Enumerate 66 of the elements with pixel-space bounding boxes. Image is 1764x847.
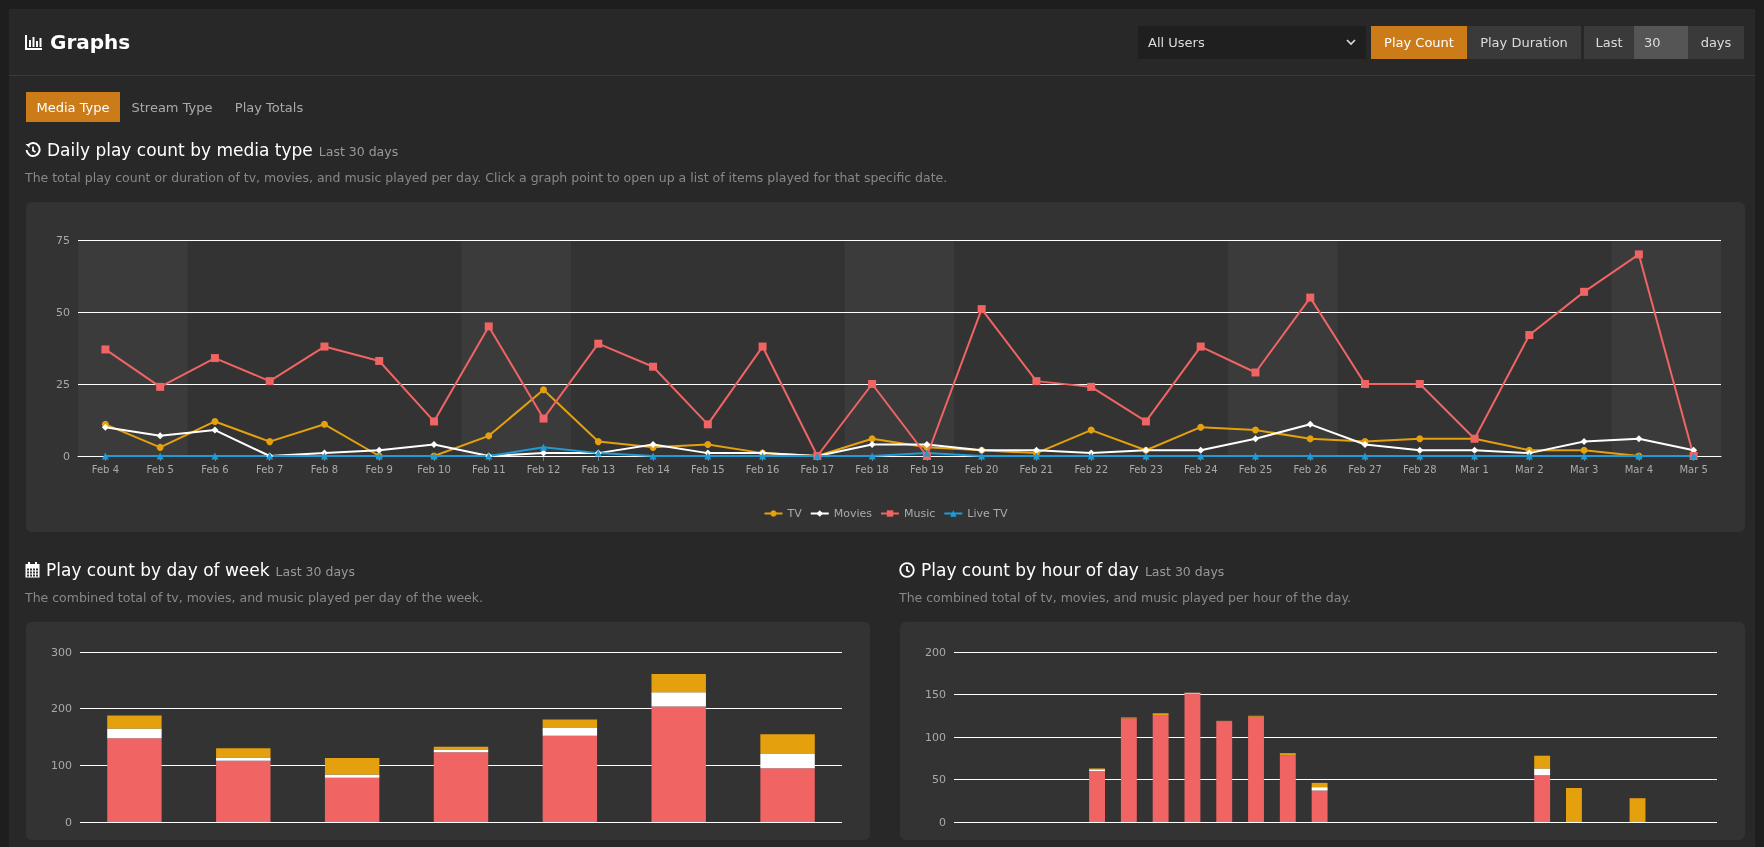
text: Play Duration bbox=[1467, 26, 1581, 59]
y-tick-label: 0 bbox=[939, 815, 946, 829]
text: Play Count bbox=[1371, 26, 1467, 59]
chart-title: Play count by day of week bbox=[46, 560, 270, 580]
text: All Users bbox=[1148, 35, 1205, 50]
text: The combined total of tv, movies, and music played per day of the week. bbox=[25, 590, 484, 605]
y-tick-label: 100 bbox=[51, 758, 72, 772]
y-tick-label: 150 bbox=[925, 688, 946, 701]
text: Stream Type bbox=[130, 98, 214, 117]
legend-label: TV bbox=[786, 507, 803, 520]
text: 30 bbox=[1634, 26, 1688, 59]
x-tick-label: Feb 28 bbox=[1402, 463, 1437, 475]
x-tick-label: Feb 8 bbox=[310, 463, 339, 475]
x-tick-label: Feb 9 bbox=[365, 463, 393, 475]
chart-title: Daily play count by media type bbox=[47, 140, 313, 160]
y-tick-label: 100 bbox=[925, 730, 946, 744]
chart-title: Play count by hour of day bbox=[921, 560, 1139, 580]
text: Media Type bbox=[26, 92, 120, 122]
chart-subtitle: Last 30 days bbox=[1144, 563, 1225, 579]
x-tick-label: Feb 19 bbox=[910, 463, 944, 475]
x-tick-label: Feb 5 bbox=[146, 463, 174, 475]
x-tick-label: Feb 23 bbox=[1129, 463, 1163, 475]
y-tick-label: 75 bbox=[56, 233, 70, 247]
x-tick-label: Feb 10 bbox=[417, 463, 451, 475]
x-tick-label: Feb 6 bbox=[201, 463, 229, 475]
x-tick-label: Feb 17 bbox=[800, 463, 835, 475]
x-tick-label: Feb 16 bbox=[745, 463, 780, 475]
x-tick-label: Mar 2 bbox=[1515, 463, 1544, 475]
x-tick-label: Feb 21 bbox=[1019, 463, 1054, 475]
y-tick-label: 200 bbox=[51, 702, 72, 716]
x-tick-label: Mar 3 bbox=[1569, 463, 1599, 475]
chart-subtitle: Last 30 days bbox=[318, 143, 399, 159]
x-tick-label: Mar 4 bbox=[1624, 463, 1654, 475]
y-tick-label: 300 bbox=[51, 645, 72, 659]
y-tick-label: 0 bbox=[63, 449, 70, 463]
legend-label: Live TV bbox=[967, 507, 1008, 520]
y-tick-label: 0 bbox=[65, 815, 72, 829]
x-tick-label: Mar 5 bbox=[1679, 463, 1708, 475]
chart-subtitle: Last 30 days bbox=[275, 563, 356, 579]
x-tick-label: Feb 24 bbox=[1183, 463, 1218, 475]
text: The combined total of tv, movies, and music played per hour of the day. bbox=[899, 590, 1352, 605]
text: Play Totals bbox=[233, 98, 305, 117]
x-tick-label: Feb 11 bbox=[471, 463, 506, 475]
x-tick-label: Feb 7 bbox=[256, 463, 284, 475]
x-tick-label: Feb 14 bbox=[636, 463, 670, 475]
y-tick-label: 200 bbox=[925, 645, 946, 659]
legend-label: Movies bbox=[833, 507, 873, 520]
x-tick-label: Feb 4 bbox=[91, 463, 120, 475]
text: days bbox=[1688, 26, 1744, 59]
y-tick-label: 50 bbox=[56, 305, 70, 319]
x-tick-label: Feb 12 bbox=[526, 463, 561, 475]
text: Last bbox=[1584, 26, 1634, 59]
x-tick-label: Feb 20 bbox=[964, 463, 999, 475]
x-tick-label: Feb 25 bbox=[1238, 463, 1273, 475]
x-tick-label: Feb 22 bbox=[1074, 463, 1108, 475]
y-tick-label: 25 bbox=[56, 377, 70, 391]
x-tick-label: Feb 27 bbox=[1348, 463, 1382, 475]
x-tick-label: Feb 13 bbox=[581, 463, 616, 475]
y-tick-label: 50 bbox=[932, 773, 946, 786]
text: Graphs bbox=[49, 30, 131, 54]
x-tick-label: Mar 1 bbox=[1460, 463, 1489, 475]
text: The total play count or duration of tv, movies, and music played per day. Click a graph point to open up a list of items played for that specific date. bbox=[25, 170, 948, 185]
x-tick-label: Feb 26 bbox=[1293, 463, 1328, 475]
x-tick-label: Feb 15 bbox=[691, 463, 725, 475]
legend-label: Music bbox=[904, 507, 936, 520]
x-tick-label: Feb 18 bbox=[855, 463, 889, 475]
